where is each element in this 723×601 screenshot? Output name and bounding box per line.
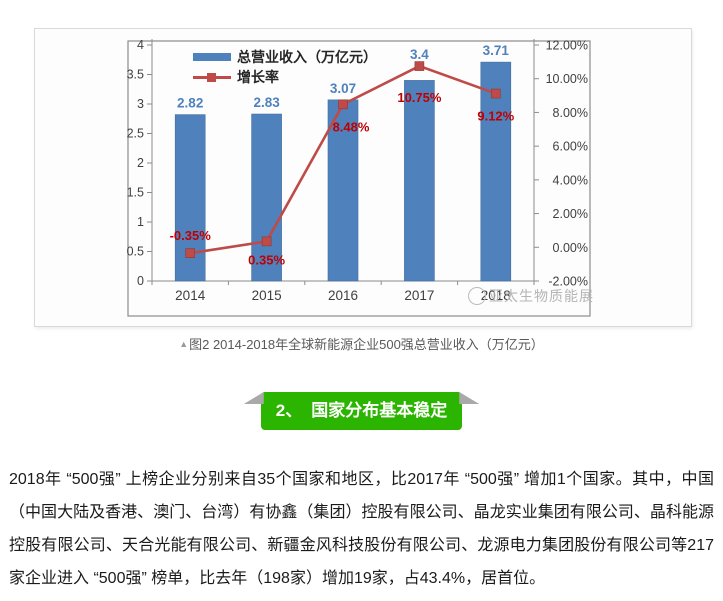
bar-value-label: 2.82	[177, 96, 203, 111]
bar	[404, 80, 435, 282]
chart-canvas: 4 3.5 3 2.5 2 1.5 1 0.5 0 12.00% 10.00% 8.00% 6.00% 4…	[127, 38, 591, 317]
left-axis-tick-label: 4	[137, 38, 144, 52]
legend-label-growth: 增长率	[237, 69, 279, 85]
right-axis-tick-label: -2.00%	[548, 275, 588, 289]
bar-value-label: 2.83	[253, 95, 280, 110]
growth-line-marker	[185, 248, 195, 258]
right-axis-tick-label: 0.00%	[553, 241, 588, 255]
caption-triangle-icon: ▲	[179, 339, 189, 349]
banner-fold-right-icon	[459, 392, 480, 404]
chart-figure[interactable]: 4 3.5 3 2.5 2 1.5 1 0.5 0 12.00% 10.00% 8.00% 6.00% 4…	[34, 28, 692, 327]
bar-swatch-icon	[193, 53, 231, 61]
line-marker-swatch-icon	[193, 72, 231, 82]
bar-value-label: 3.71	[483, 43, 510, 58]
growth-line-marker	[261, 236, 272, 247]
growth-line-marker	[338, 99, 348, 110]
x-axis-category-label: 2018	[481, 288, 511, 303]
right-axis-tick-label: 6.00%	[553, 140, 588, 154]
left-axis-tick-label: 2	[137, 156, 144, 170]
left-axis-tick-label: 0.5	[127, 245, 144, 259]
section-banner-wrap: 2、 国家分布基本稳定	[0, 392, 723, 430]
growth-line-marker	[490, 88, 501, 99]
growth-value-label: -0.35%	[170, 228, 212, 243]
right-axis-tick-label: 10.00%	[546, 72, 588, 86]
x-axis-category-label: 2014	[175, 288, 206, 303]
right-axis-tick-label: 2.00%	[553, 207, 588, 221]
section-number: 2、	[275, 401, 303, 420]
bar	[251, 113, 282, 282]
bar	[480, 61, 512, 282]
left-axis-tick-label: 2.5	[127, 127, 144, 141]
figure-caption: ▲图2 2014-2018年全球新能源企业500强总营业收入（万亿元）	[0, 334, 723, 353]
legend-item-growth: 增长率	[193, 67, 377, 87]
caption-text: 图2 2014-2018年全球新能源企业500强总营业收入（万亿元）	[189, 337, 544, 352]
section-title: 国家分布基本稳定	[311, 401, 448, 420]
right-axis-tick-label: 4.00%	[553, 173, 588, 187]
watermark-circle-logo-icon	[468, 287, 486, 305]
left-axis-tick-label: 3	[137, 97, 144, 111]
legend-item-revenue: 总营业收入（万亿元）	[193, 47, 377, 67]
watermark: 亚太生物质能展	[468, 286, 594, 306]
growth-value-label: 0.35%	[248, 252, 285, 267]
right-axis-tick-label: 12.00%	[546, 39, 588, 53]
growth-value-label: 10.75%	[397, 90, 442, 105]
growth-line-marker	[414, 61, 425, 71]
plot-border	[127, 40, 591, 317]
x-axis-category-label: 2016	[328, 288, 358, 303]
left-axis-tick-label: 0	[137, 274, 144, 288]
banner-fold-left-icon	[243, 392, 264, 404]
x-axis-category-label: 2015	[252, 288, 282, 303]
growth-value-label: 9.12%	[477, 109, 514, 124]
growth-value-label: 8.48%	[333, 119, 370, 134]
legend-label-revenue: 总营业收入（万亿元）	[237, 49, 377, 65]
bar-value-label: 3.4	[410, 47, 429, 62]
left-axis-tick-label: 3.5	[127, 68, 144, 82]
chart-legend: 总营业收入（万亿元） 增长率	[193, 47, 377, 87]
bar	[327, 99, 359, 282]
left-axis-tick-label: 1	[137, 215, 144, 229]
x-axis-category-label: 2017	[404, 288, 434, 303]
left-axis-tick-label: 1.5	[127, 186, 144, 200]
watermark-text: 亚太生物质能展	[489, 288, 594, 304]
bar-value-label: 3.07	[330, 81, 356, 96]
body-paragraph: 2018年 “500强” 上榜企业分别来自35个国家和地区，比2017年 “50…	[9, 471, 714, 587]
right-axis-tick-label: 8.00%	[553, 106, 588, 120]
section-banner: 2、 国家分布基本稳定	[243, 392, 480, 430]
